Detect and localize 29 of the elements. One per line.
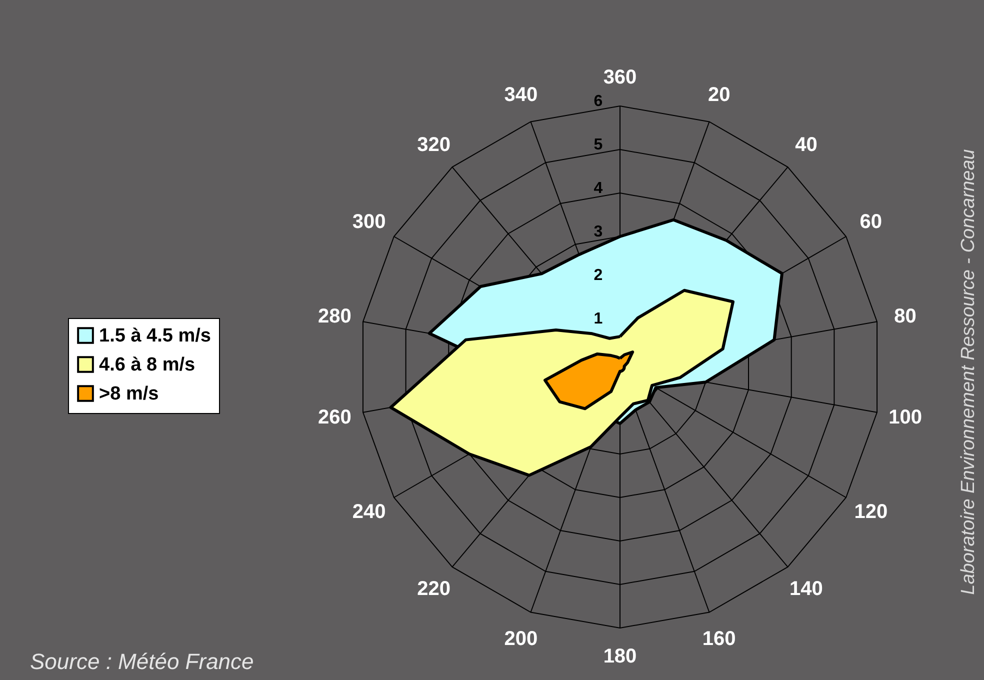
y-tick-label: 6 <box>594 92 603 110</box>
spoke-label: 200 <box>504 628 538 650</box>
spoke-label: 60 <box>860 211 882 234</box>
spoke-label: 40 <box>795 134 818 156</box>
spoke-label: 140 <box>790 578 823 600</box>
y-tick-label: 2 <box>594 266 603 284</box>
spoke-label: 20 <box>708 84 730 106</box>
spoke-label: 340 <box>504 84 538 106</box>
spoke-label: 180 <box>603 646 637 668</box>
spoke-label: 240 <box>352 500 386 523</box>
spoke-label: 80 <box>894 306 916 328</box>
y-tick-label: 1 <box>594 310 603 328</box>
spoke-label: 300 <box>352 211 386 234</box>
y-tick-label: 3 <box>594 223 603 240</box>
y-tick-label: 5 <box>594 136 603 154</box>
legend-label: >8 m/s <box>99 384 159 404</box>
spoke-label: 160 <box>702 628 736 650</box>
spoke-label: 280 <box>318 306 352 328</box>
y-tick-label: 4 <box>594 180 603 197</box>
spoke-label: 320 <box>417 134 450 156</box>
spoke-label: 220 <box>417 578 450 600</box>
spoke-label: 260 <box>318 406 352 428</box>
spoke-label: 100 <box>888 406 922 428</box>
source-note: Source : Météo France <box>30 649 254 674</box>
legend-label: 4.6 à 8 m/s <box>99 354 196 376</box>
spoke-label: 360 <box>603 66 637 88</box>
text: Laboratoire Environnement Ressource - Concarneau <box>958 148 979 595</box>
legend-label: 1.5 à 4.5 m/s <box>99 326 211 346</box>
spoke-label: 120 <box>854 500 888 523</box>
